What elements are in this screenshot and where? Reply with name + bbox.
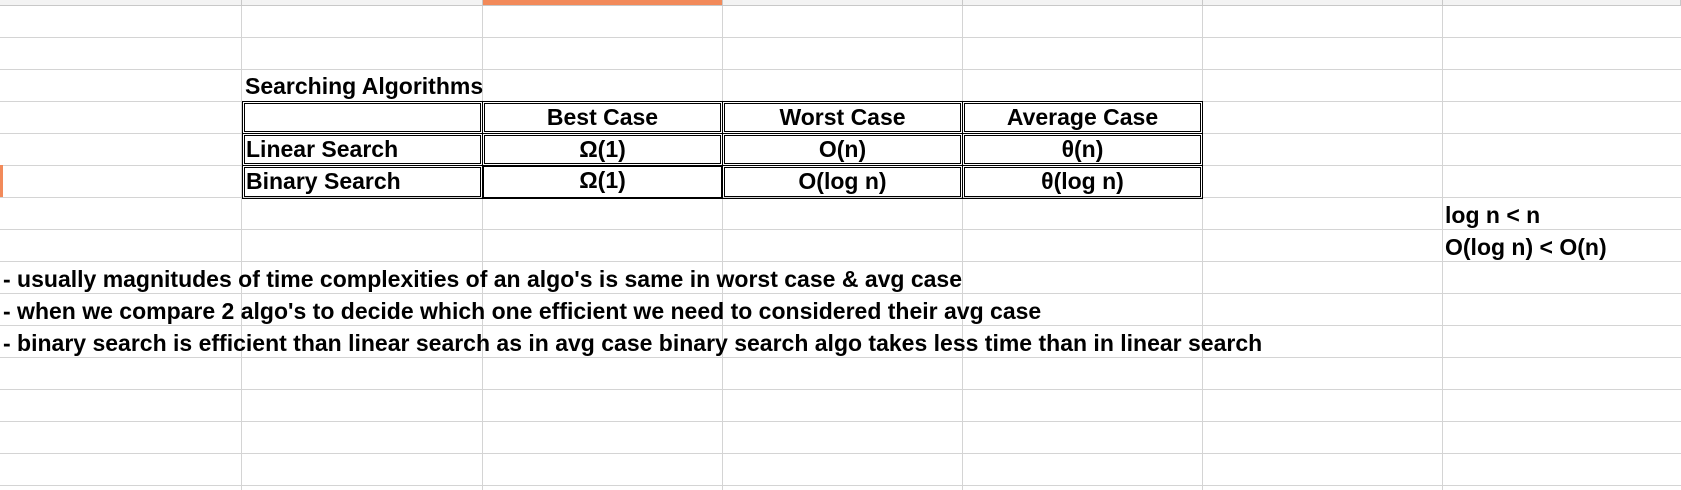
table-row-label[interactable]: Binary Search [242,165,483,199]
column-header-e[interactable] [963,0,1203,6]
column-header-d[interactable] [723,0,963,6]
gridline [0,357,1681,358]
note-line-2[interactable]: - when we compare 2 algo's to decide whi… [3,298,1042,324]
gridline [722,6,723,490]
table-cell[interactable]: θ(n) [962,133,1203,166]
gridline [0,261,1681,262]
side-note-1[interactable]: log n < n [1445,202,1541,228]
active-row-marker [0,165,3,197]
active-cell[interactable]: Ω(1) [482,165,723,199]
table-title[interactable]: Searching Algorithms [245,73,484,99]
gridline [241,6,242,490]
table-cell[interactable]: θ(log n) [962,165,1203,199]
table-header-cell[interactable]: Worst Case [722,101,963,134]
gridline [482,6,483,490]
gridline [0,453,1681,454]
side-note-2[interactable]: O(log n) < O(n) [1445,234,1607,260]
table-cell[interactable]: O(log n) [722,165,963,199]
gridline [0,229,1681,230]
gridline [962,6,963,490]
note-line-1[interactable]: - usually magnitudes of time complexitie… [3,266,963,292]
gridline [0,485,1681,486]
table-cell[interactable]: O(n) [722,133,963,166]
gridline [0,389,1681,390]
gridline [0,293,1681,294]
gridline [0,69,1681,70]
gridline [0,325,1681,326]
column-header-f[interactable] [1203,0,1443,6]
gridline [0,37,1681,38]
table-header-cell[interactable] [242,101,483,134]
table-header-cell[interactable]: Best Case [482,101,723,134]
gridline [0,421,1681,422]
column-header-c[interactable] [483,0,723,6]
table-cell[interactable]: Ω(1) [482,133,723,166]
column-header-g[interactable] [1443,0,1681,6]
gridline [1442,6,1443,490]
column-header-b[interactable] [242,0,483,6]
column-header-a[interactable] [0,0,242,6]
table-header-cell[interactable]: Average Case [962,101,1203,134]
gridline [1202,6,1203,490]
table-row-label[interactable]: Linear Search [242,133,483,166]
note-line-3[interactable]: - binary search is efficient than linear… [3,330,1263,356]
